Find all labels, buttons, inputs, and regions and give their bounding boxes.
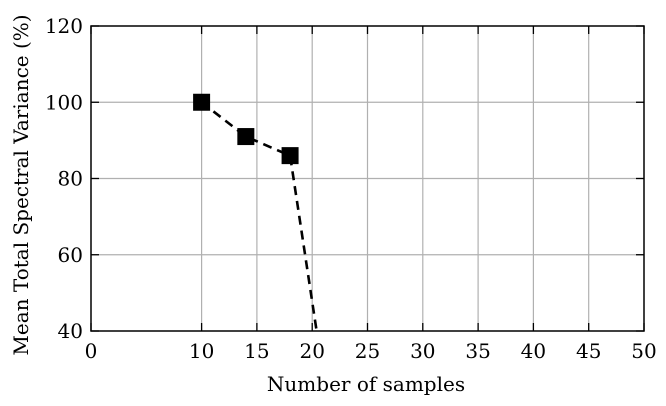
x-tick-label: 45 bbox=[576, 339, 601, 363]
grid bbox=[91, 26, 644, 331]
data-point bbox=[193, 93, 211, 111]
series bbox=[193, 93, 318, 332]
x-tick-label: 30 bbox=[410, 339, 435, 363]
x-tick-label: 20 bbox=[299, 339, 324, 363]
x-tick-label: 0 bbox=[85, 339, 98, 363]
y-tick-label: 60 bbox=[58, 243, 83, 267]
x-tick-label: 25 bbox=[355, 339, 380, 363]
ticks: 0 10 15 20 25 30 35 40 45 50 40 60 80 100 120 bbox=[45, 14, 657, 363]
y-tick-label: 40 bbox=[58, 319, 83, 343]
y-tick-label: 120 bbox=[45, 14, 83, 38]
x-tick-label: 40 bbox=[521, 339, 546, 363]
x-tick-label: 15 bbox=[244, 339, 269, 363]
y-tick-label: 100 bbox=[45, 90, 83, 114]
x-tick-label: 50 bbox=[631, 339, 656, 363]
y-axis-label: Mean Total Spectral Variance (%) bbox=[9, 14, 33, 355]
x-tick-label: 10 bbox=[189, 339, 214, 363]
data-point bbox=[237, 128, 255, 146]
y-tick-label: 80 bbox=[58, 167, 83, 191]
data-point bbox=[281, 147, 299, 165]
x-tick-label: 35 bbox=[465, 339, 490, 363]
x-axis-label: Number of samples bbox=[267, 372, 465, 396]
series-line bbox=[200, 101, 318, 332]
